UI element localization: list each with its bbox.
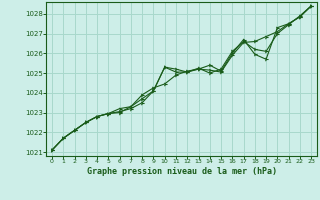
X-axis label: Graphe pression niveau de la mer (hPa): Graphe pression niveau de la mer (hPa) [87,167,276,176]
